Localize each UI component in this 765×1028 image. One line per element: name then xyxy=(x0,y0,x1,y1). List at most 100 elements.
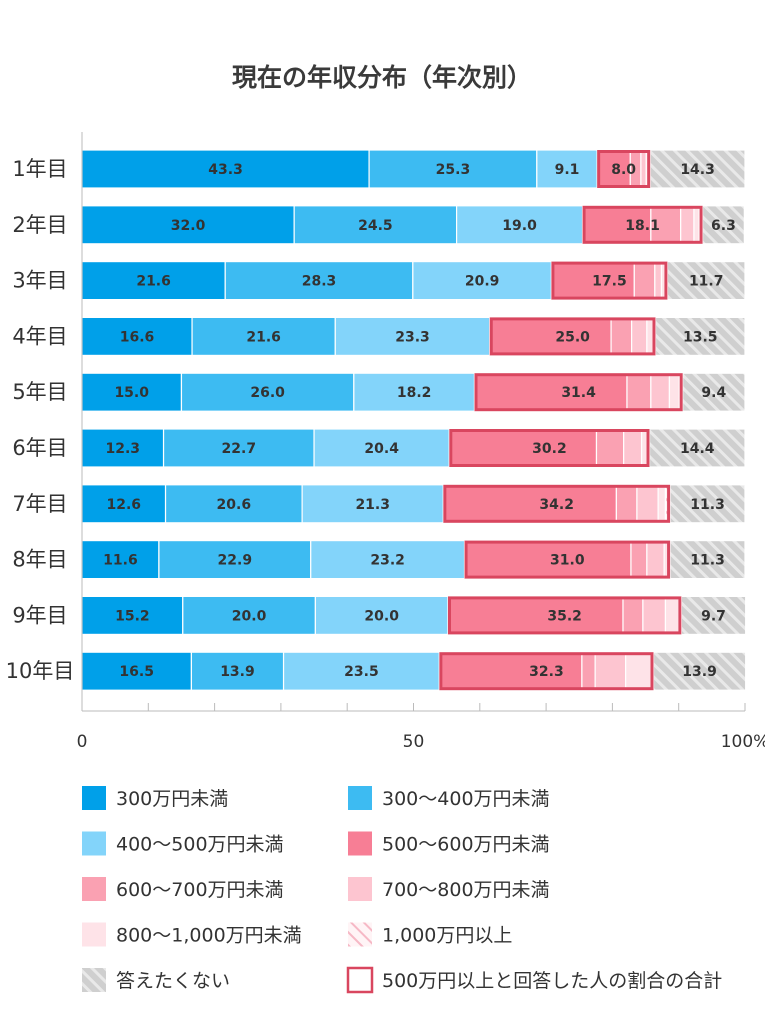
bar-segment xyxy=(473,372,628,412)
bar-segment xyxy=(293,205,458,245)
total-label: 31.0 xyxy=(550,553,585,569)
bar-segment xyxy=(282,651,440,691)
data-label: 14.3 xyxy=(680,162,715,178)
data-label: 24.5 xyxy=(358,218,393,234)
legend-swatch xyxy=(346,966,374,994)
row-label: 9年目 xyxy=(12,603,67,627)
legend-item: 500〜600万円未満 xyxy=(348,831,550,856)
bar-segment xyxy=(536,149,598,189)
legend-swatch xyxy=(82,877,106,901)
data-label: 28.3 xyxy=(302,274,337,290)
bar-segment xyxy=(158,539,312,580)
bar-segment xyxy=(442,484,617,524)
total-500-plus-outline xyxy=(443,484,671,523)
data-label: 23.5 xyxy=(344,664,379,680)
bar-row: 10年目 16.5 13.9 23.5 13.9 32.3 xyxy=(6,651,747,691)
bar-segment xyxy=(654,261,663,301)
data-label: 18.2 xyxy=(397,385,432,401)
data-label: 16.5 xyxy=(119,664,154,680)
bar-segment xyxy=(447,595,624,636)
legend-label: 500〜600万円未満 xyxy=(382,834,550,856)
total-500-plus-outline xyxy=(449,429,650,467)
data-label: 19.0 xyxy=(502,218,537,234)
x-tick-label: 100% xyxy=(721,732,765,752)
bar-segment xyxy=(594,651,627,691)
bar-row: 7年目 12.6 20.6 21.3 11.3 34.2 xyxy=(12,484,746,524)
legend-label: 答えたくない xyxy=(116,970,230,992)
data-label: 26.0 xyxy=(250,385,285,401)
total-label: 8.0 xyxy=(611,162,636,178)
bar-row: 9年目 15.2 20.0 20.0 9.7 35.2 xyxy=(12,595,747,636)
legend-label: 500万円以上と回答した人の割合の合計 xyxy=(382,970,722,992)
data-label: 21.3 xyxy=(355,497,390,513)
total-500-plus-outline xyxy=(597,150,651,188)
data-label: 32.0 xyxy=(171,218,206,234)
bars-layer: 1年目 43.3 25.3 9.1 14.3 8.0 2年目 32.0 24.5 19.0 6.3 1… xyxy=(6,149,747,691)
total-500-plus-outline xyxy=(439,652,654,691)
legend-label: 700〜800万円未満 xyxy=(382,879,550,901)
data-label: 21.6 xyxy=(246,329,281,345)
legend-item: 700〜800万円未満 xyxy=(348,877,550,901)
bar-segment xyxy=(649,149,746,189)
row-label: 7年目 xyxy=(12,492,67,516)
data-label: 22.7 xyxy=(222,441,257,457)
data-label: 16.6 xyxy=(120,329,155,345)
total-500-plus-outline xyxy=(447,596,682,635)
bar-segment xyxy=(652,651,747,691)
bar-segment xyxy=(666,261,746,301)
legend-swatch xyxy=(82,922,106,947)
row-label: 5年目 xyxy=(12,380,67,404)
row-label: 6年目 xyxy=(12,436,67,460)
data-label: 12.3 xyxy=(106,441,141,457)
bar-segment xyxy=(581,651,596,691)
bar-segment xyxy=(81,205,295,245)
data-label: 20.4 xyxy=(364,441,399,457)
row-label: 4年目 xyxy=(12,324,67,348)
data-label: 22.9 xyxy=(218,553,253,569)
legend: 300万円未満 300〜400万円未満 400〜500万円未満 500〜600万円未満… xyxy=(82,786,722,994)
bar-segment xyxy=(657,484,667,524)
data-label: 6.3 xyxy=(711,218,736,234)
bar-segment xyxy=(489,316,612,356)
data-label: 9.7 xyxy=(701,608,726,624)
legend-label: 300〜400万円未満 xyxy=(382,788,550,810)
x-axis: 0 50 100% xyxy=(77,132,765,752)
data-label: 21.6 xyxy=(136,274,171,290)
legend-swatch xyxy=(348,877,372,901)
data-label: 25.3 xyxy=(436,162,471,178)
data-label: 11.7 xyxy=(689,274,724,290)
bar-row: 8年目 11.6 22.9 23.2 11.3 31.0 xyxy=(12,539,746,580)
legend-label: 600〜700万円未満 xyxy=(116,879,284,901)
bar-segment xyxy=(81,484,167,524)
total-label: 34.2 xyxy=(539,497,574,513)
bar-segment xyxy=(81,651,192,691)
legend-item: 1,000万円以上 xyxy=(348,922,512,947)
bar-row: 5年目 15.0 26.0 18.2 9.4 31.4 xyxy=(12,372,746,412)
legend-item: 答えたくない xyxy=(82,968,230,992)
bar-segment xyxy=(448,428,598,468)
data-label: 23.3 xyxy=(395,329,430,345)
bar-segment xyxy=(680,205,695,245)
bar-segment xyxy=(412,261,553,301)
chart-title: 現在の年収分布（年次別） xyxy=(232,63,532,92)
bar-segment xyxy=(701,205,745,245)
legend-swatch xyxy=(82,786,106,810)
bar-segment xyxy=(353,372,476,412)
legend-swatch xyxy=(348,922,372,947)
bar-row: 3年目 21.6 28.3 20.9 11.7 17.5 xyxy=(12,261,746,301)
bar-segment xyxy=(622,595,644,636)
total-label: 35.2 xyxy=(547,608,582,624)
data-label: 15.0 xyxy=(114,385,149,401)
bar-segment xyxy=(669,539,746,580)
bar-segment xyxy=(368,149,538,189)
total-500-plus-outline xyxy=(551,261,668,300)
bar-segment xyxy=(626,372,652,412)
data-label: 20.9 xyxy=(465,274,500,290)
bar-segment xyxy=(191,316,336,356)
legend-label: 800〜1,000万円未満 xyxy=(116,925,302,947)
bar-segment xyxy=(595,428,625,468)
legend-item: 300〜400万円未満 xyxy=(348,786,550,810)
row-label: 3年目 xyxy=(12,269,67,293)
bar-segment xyxy=(615,484,638,524)
total-500-plus-outline xyxy=(464,540,671,579)
